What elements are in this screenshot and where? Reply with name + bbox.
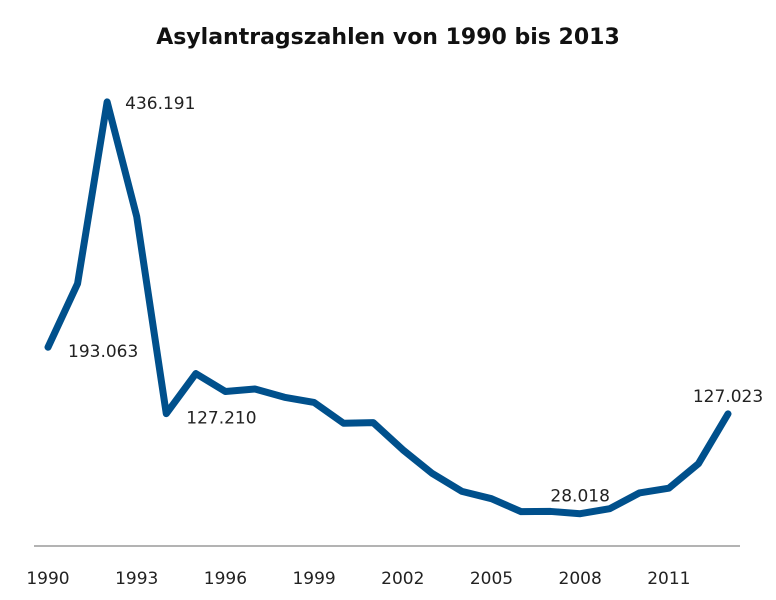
data-label: 28.018	[550, 487, 609, 507]
x-tick-label: 2011	[647, 569, 690, 589]
x-tick-label: 1999	[292, 569, 335, 589]
x-tick-label: 2008	[559, 569, 602, 589]
x-axis-ticks: 1990 1993 1996 1999 2002 2005 2008 2011	[26, 569, 690, 589]
data-label: 193.063	[68, 342, 138, 362]
data-labels: 193.063 436.191 127.210 28.018 127.023	[68, 94, 763, 507]
data-label: 127.023	[693, 387, 763, 407]
x-tick-label: 1993	[115, 569, 158, 589]
series-line-0	[44, 98, 732, 518]
chart-title: Asylantragszahlen von 1990 bis 2013	[156, 25, 620, 50]
x-tick-label: 2005	[470, 569, 513, 589]
series-group	[44, 98, 732, 518]
x-tick-label: 2002	[381, 569, 424, 589]
x-tick-label: 1990	[26, 569, 69, 589]
data-label: 127.210	[186, 409, 256, 429]
data-label: 436.191	[125, 94, 195, 114]
x-tick-label: 1996	[204, 569, 247, 589]
